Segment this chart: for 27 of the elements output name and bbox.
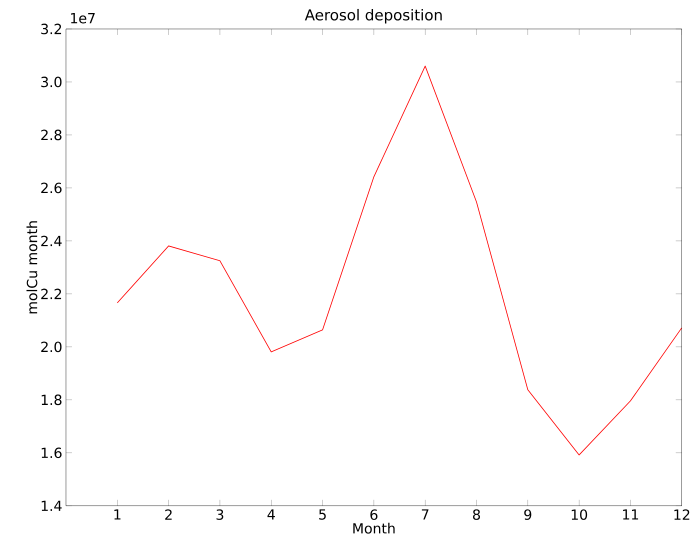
- text: 1e7: [71, 13, 95, 24]
- x-tick-label: 5: [319, 509, 326, 520]
- y-axis-title: molCu month: [26, 221, 38, 314]
- x-tick-label: 2: [165, 509, 172, 520]
- x-axis-title: Month: [353, 522, 395, 534]
- y-tick-label: 2.0: [41, 342, 62, 352]
- x-tick-label: 12: [674, 509, 690, 520]
- y-tick-label: 1.8: [42, 394, 62, 406]
- y-tick-label: 3.2: [41, 24, 62, 34]
- y-tick-label: 2.2: [41, 288, 62, 300]
- line-series: [116, 66, 682, 456]
- y-tick-label: 2.4: [41, 236, 62, 246]
- x-tick-label: 3: [216, 509, 224, 520]
- x-tick-label: 11: [623, 509, 638, 520]
- chart-title: Aerosol deposition: [304, 9, 442, 24]
- x-tick-label: 8: [473, 509, 480, 520]
- x-tick-label: 9: [524, 509, 532, 520]
- y-tick-label: 2.6: [41, 182, 62, 194]
- y-tick-label: 1.6: [42, 448, 62, 458]
- y-tick-label: 1.4: [42, 500, 62, 512]
- x-tick-label: 6: [370, 509, 378, 520]
- x-tick-label: 7: [422, 509, 428, 520]
- x-tick-label: 1: [114, 509, 120, 520]
- x-tick-label: 10: [572, 509, 588, 520]
- x-tick-label: 4: [267, 509, 275, 520]
- y-tick-label: 2.8: [41, 130, 62, 140]
- y-tick-label: 3.0: [41, 76, 62, 88]
